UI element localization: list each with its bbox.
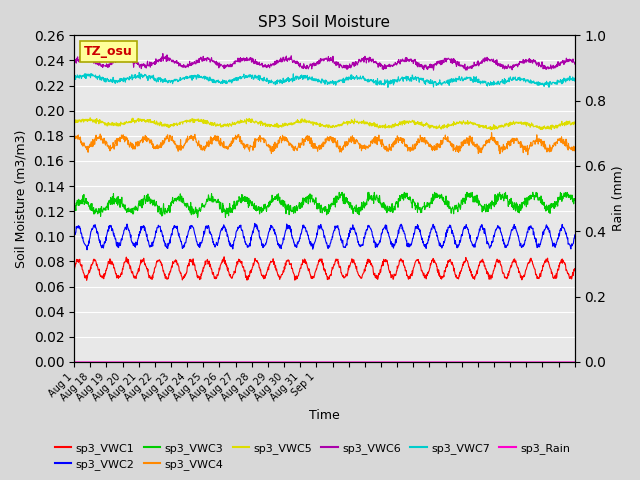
sp3_VWC7 xyxy=(182,73,189,79)
sp3_VWC6 xyxy=(463,67,471,73)
Line: sp3_VWC5: sp3_VWC5 xyxy=(74,118,575,130)
Title: SP3 Soil Moisture: SP3 Soil Moisture xyxy=(259,15,390,30)
sp3_VWC4 xyxy=(467,138,475,144)
sp3_VWC5 xyxy=(238,118,246,124)
sp3_VWC6 xyxy=(468,63,476,69)
sp3_VWC3 xyxy=(182,201,189,206)
sp3_VWC1 xyxy=(70,266,78,272)
sp3_VWC4 xyxy=(571,148,579,154)
sp3_VWC6 xyxy=(159,51,166,57)
sp3_VWC7 xyxy=(403,73,410,79)
sp3_Rain xyxy=(511,359,519,365)
sp3_VWC5 xyxy=(402,120,410,125)
Y-axis label: Soil Moisture (m3/m3): Soil Moisture (m3/m3) xyxy=(15,130,28,268)
sp3_VWC1 xyxy=(571,265,579,271)
sp3_VWC7 xyxy=(170,78,177,84)
sp3_Rain xyxy=(170,359,177,365)
Legend: sp3_VWC1, sp3_VWC2, sp3_VWC3, sp3_VWC4, sp3_VWC5, sp3_VWC6, sp3_VWC7, sp3_Rain: sp3_VWC1, sp3_VWC2, sp3_VWC3, sp3_VWC4, … xyxy=(51,438,575,474)
sp3_VWC1 xyxy=(83,277,90,283)
sp3_VWC5 xyxy=(170,123,177,129)
sp3_VWC7 xyxy=(238,75,246,81)
sp3_VWC4 xyxy=(524,152,532,157)
sp3_VWC2 xyxy=(238,228,246,233)
sp3_VWC4 xyxy=(70,134,78,140)
sp3_VWC1 xyxy=(512,258,520,264)
Line: sp3_VWC4: sp3_VWC4 xyxy=(74,132,575,155)
sp3_VWC3 xyxy=(221,215,229,220)
sp3_VWC3 xyxy=(335,190,343,195)
sp3_VWC6 xyxy=(512,61,520,67)
sp3_VWC1 xyxy=(220,254,228,260)
sp3_VWC5 xyxy=(70,120,78,126)
X-axis label: Time: Time xyxy=(309,409,340,422)
sp3_VWC3 xyxy=(238,192,246,197)
sp3_VWC5 xyxy=(86,115,94,120)
sp3_VWC7 xyxy=(70,76,78,82)
sp3_VWC6 xyxy=(238,58,246,64)
sp3_VWC5 xyxy=(182,118,189,123)
sp3_VWC4 xyxy=(402,141,410,147)
sp3_VWC5 xyxy=(488,127,495,132)
sp3_VWC2 xyxy=(170,224,177,230)
sp3_VWC4 xyxy=(170,138,177,144)
sp3_VWC7 xyxy=(512,77,520,83)
sp3_VWC3 xyxy=(403,192,410,197)
Line: sp3_VWC6: sp3_VWC6 xyxy=(74,54,575,70)
sp3_VWC2 xyxy=(468,240,476,246)
Line: sp3_VWC3: sp3_VWC3 xyxy=(74,192,575,217)
sp3_VWC2 xyxy=(182,240,189,246)
sp3_VWC7 xyxy=(136,70,143,75)
sp3_VWC1 xyxy=(468,272,476,278)
sp3_VWC2 xyxy=(512,226,520,232)
sp3_VWC6 xyxy=(70,60,78,66)
sp3_Rain xyxy=(467,359,475,365)
sp3_Rain xyxy=(70,359,78,365)
sp3_VWC2 xyxy=(70,234,78,240)
Text: TZ_osu: TZ_osu xyxy=(84,45,133,58)
Y-axis label: Rain (mm): Rain (mm) xyxy=(612,166,625,231)
sp3_VWC4 xyxy=(512,136,520,142)
sp3_VWC6 xyxy=(182,65,189,71)
sp3_VWC4 xyxy=(237,140,245,146)
sp3_Rain xyxy=(182,359,189,365)
sp3_VWC2 xyxy=(403,238,410,244)
Line: sp3_VWC7: sp3_VWC7 xyxy=(74,72,575,87)
sp3_VWC1 xyxy=(403,268,410,274)
sp3_VWC3 xyxy=(70,203,78,209)
sp3_VWC3 xyxy=(468,193,476,199)
sp3_VWC7 xyxy=(384,84,392,90)
sp3_VWC4 xyxy=(488,130,495,135)
Line: sp3_VWC1: sp3_VWC1 xyxy=(74,257,575,280)
sp3_Rain xyxy=(571,359,579,365)
sp3_VWC1 xyxy=(170,261,177,266)
sp3_VWC2 xyxy=(83,247,91,252)
sp3_VWC5 xyxy=(468,121,476,127)
Line: sp3_VWC2: sp3_VWC2 xyxy=(74,223,575,250)
sp3_Rain xyxy=(237,359,245,365)
sp3_VWC3 xyxy=(512,207,520,213)
sp3_VWC6 xyxy=(571,61,579,67)
sp3_VWC7 xyxy=(468,77,476,83)
sp3_VWC5 xyxy=(512,120,520,126)
sp3_VWC2 xyxy=(571,232,579,238)
sp3_VWC7 xyxy=(571,78,579,84)
sp3_VWC3 xyxy=(170,201,177,206)
sp3_VWC4 xyxy=(182,141,189,146)
sp3_VWC5 xyxy=(571,119,579,125)
sp3_VWC1 xyxy=(238,263,246,269)
sp3_VWC6 xyxy=(402,55,410,60)
sp3_Rain xyxy=(402,359,410,365)
sp3_VWC1 xyxy=(182,271,189,277)
sp3_VWC3 xyxy=(571,197,579,203)
sp3_VWC6 xyxy=(170,59,177,65)
sp3_VWC2 xyxy=(251,220,259,226)
